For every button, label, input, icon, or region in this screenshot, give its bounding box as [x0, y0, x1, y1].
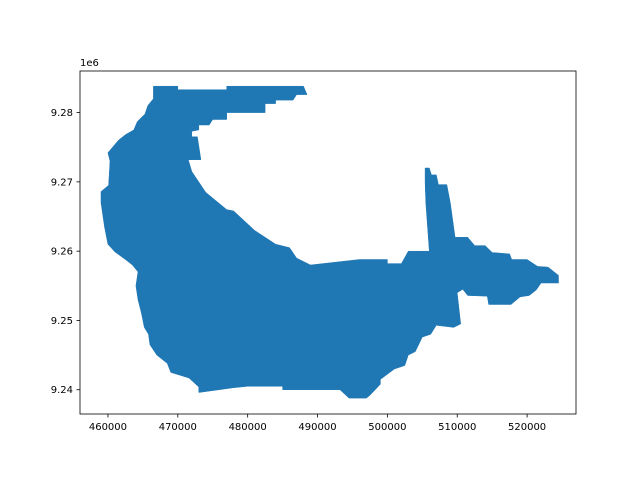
x-tick-label: 480000	[229, 422, 267, 433]
x-tick-label: 510000	[438, 422, 476, 433]
y-tick-label: 9.27	[51, 177, 73, 188]
y-tick-label: 9.28	[51, 108, 73, 119]
x-axis: 460000 470000 480000 490000 500000 510000 5200…	[89, 414, 546, 433]
y-tick-label: 9.24	[51, 385, 73, 396]
plot-area	[100, 85, 559, 399]
x-tick-label: 460000	[89, 422, 127, 433]
y-tick-label: 9.26	[51, 247, 73, 258]
x-tick-label: 490000	[298, 422, 336, 433]
region-polygon	[100, 85, 559, 399]
y-axis: 9.24 9.25 9.26 9.27 9.28	[51, 108, 80, 396]
x-tick-label: 470000	[159, 422, 197, 433]
x-tick-label: 500000	[368, 422, 406, 433]
axes-frame	[79, 70, 577, 415]
x-tick-label: 520000	[508, 422, 546, 433]
y-axis-offset-label: 1e6	[80, 58, 99, 69]
y-tick-label: 9.25	[51, 316, 73, 327]
